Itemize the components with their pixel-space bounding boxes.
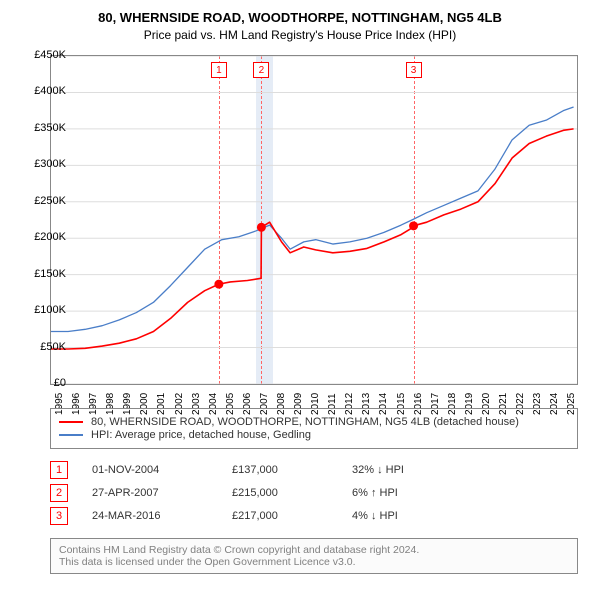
legend-item: 80, WHERNSIDE ROAD, WOODTHORPE, NOTTINGH…	[59, 416, 569, 428]
table-row: 2 27-APR-2007 £215,000 6% ↑ HPI	[50, 484, 578, 502]
y-axis-tick-label: £450K	[34, 49, 66, 61]
y-axis-tick-label: £250K	[34, 195, 66, 207]
footer-line: This data is licensed under the Open Gov…	[59, 556, 569, 568]
table-row: 3 24-MAR-2016 £217,000 4% ↓ HPI	[50, 507, 578, 525]
footer-attribution: Contains HM Land Registry data © Crown c…	[50, 538, 578, 574]
event-price: £215,000	[232, 487, 352, 499]
legend-label: HPI: Average price, detached house, Gedl…	[91, 429, 311, 441]
event-price: £217,000	[232, 510, 352, 522]
legend: 80, WHERNSIDE ROAD, WOODTHORPE, NOTTINGH…	[50, 408, 578, 449]
event-date: 24-MAR-2016	[92, 510, 232, 522]
y-axis-tick-label: £200K	[34, 231, 66, 243]
chart-plot-area: 1 2 3	[50, 55, 578, 385]
y-axis-tick-label: £100K	[34, 304, 66, 316]
legend-swatch	[59, 421, 83, 423]
event-marker-box: 1	[211, 62, 227, 78]
event-date: 27-APR-2007	[92, 487, 232, 499]
events-table: 1 01-NOV-2004 £137,000 32% ↓ HPI 2 27-AP…	[50, 456, 578, 530]
legend-label: 80, WHERNSIDE ROAD, WOODTHORPE, NOTTINGH…	[91, 416, 519, 428]
y-axis-tick-label: £0	[54, 377, 66, 389]
chart-title-address: 80, WHERNSIDE ROAD, WOODTHORPE, NOTTINGH…	[0, 10, 600, 25]
y-axis-tick-label: £300K	[34, 158, 66, 170]
event-number-icon: 1	[50, 461, 68, 479]
event-number-icon: 3	[50, 507, 68, 525]
chart-subtitle: Price paid vs. HM Land Registry's House …	[0, 28, 600, 42]
table-row: 1 01-NOV-2004 £137,000 32% ↓ HPI	[50, 461, 578, 479]
event-marker-box: 3	[406, 62, 422, 78]
legend-item: HPI: Average price, detached house, Gedl…	[59, 429, 569, 441]
event-number-icon: 2	[50, 484, 68, 502]
y-axis-tick-label: £400K	[34, 85, 66, 97]
footer-line: Contains HM Land Registry data © Crown c…	[59, 544, 569, 556]
y-axis-tick-label: £50K	[40, 341, 66, 353]
y-axis-tick-label: £150K	[34, 268, 66, 280]
event-marker-box: 2	[253, 62, 269, 78]
event-diff: 6% ↑ HPI	[352, 487, 512, 499]
event-date: 01-NOV-2004	[92, 464, 232, 476]
event-price: £137,000	[232, 464, 352, 476]
event-diff: 32% ↓ HPI	[352, 464, 512, 476]
event-diff: 4% ↓ HPI	[352, 510, 512, 522]
legend-swatch	[59, 434, 83, 436]
y-axis-tick-label: £350K	[34, 122, 66, 134]
